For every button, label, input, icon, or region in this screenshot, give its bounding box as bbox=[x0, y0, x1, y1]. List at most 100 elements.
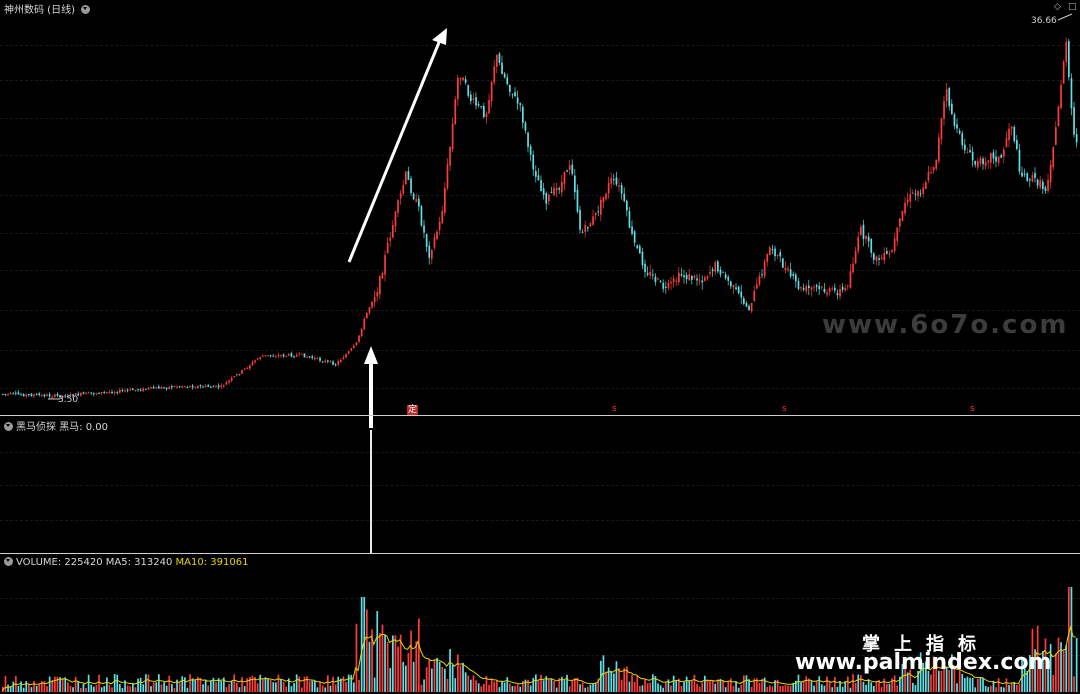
volume-bar bbox=[321, 685, 324, 692]
candle-body bbox=[602, 196, 605, 203]
volume-bar bbox=[327, 675, 329, 692]
candle-body bbox=[696, 278, 698, 281]
candle-body bbox=[649, 271, 652, 276]
chevron-down-icon[interactable] bbox=[4, 422, 13, 431]
grid-line bbox=[0, 195, 1080, 196]
main-chart-title[interactable]: 神州数码 (日线) bbox=[4, 1, 93, 16]
candle-body bbox=[142, 388, 145, 392]
volume-bar bbox=[334, 684, 337, 692]
volume-title[interactable]: VOLUME: 225420 MA5: 313240 MA10: 391061 bbox=[4, 557, 248, 568]
candle-body bbox=[704, 277, 706, 281]
candle-body bbox=[259, 357, 262, 360]
candle-body bbox=[925, 182, 927, 189]
candle-body bbox=[940, 118, 943, 140]
volume-bar bbox=[295, 674, 298, 692]
candle-body bbox=[789, 269, 792, 277]
candle-body bbox=[446, 164, 449, 189]
volume-bar bbox=[389, 668, 392, 692]
candle-body bbox=[737, 286, 740, 294]
diamond-icon[interactable]: ◇ bbox=[1054, 2, 1061, 12]
candle-body bbox=[38, 393, 41, 395]
volume-bar bbox=[158, 674, 160, 692]
candle-body bbox=[581, 231, 584, 233]
candle-body bbox=[392, 225, 394, 238]
volume-bar bbox=[984, 685, 987, 692]
chevron-down-icon[interactable] bbox=[4, 557, 13, 566]
square-icon[interactable]: □ bbox=[1068, 2, 1077, 12]
signal-mark: 定 bbox=[407, 405, 419, 415]
candle-body bbox=[264, 355, 267, 357]
candle-body bbox=[100, 392, 103, 394]
candle-body bbox=[810, 287, 813, 290]
volume-bar bbox=[834, 677, 836, 692]
volume-bar bbox=[425, 667, 428, 692]
candle-body bbox=[243, 368, 246, 370]
volume-bar bbox=[909, 669, 912, 692]
volume-bar bbox=[319, 681, 321, 692]
grid-line bbox=[0, 655, 1080, 656]
volume-bar bbox=[1023, 661, 1026, 692]
volume-bar bbox=[160, 684, 163, 692]
volume-bar bbox=[743, 675, 745, 692]
volume-bar bbox=[511, 686, 514, 692]
volume-bar bbox=[121, 687, 124, 692]
volume-bar bbox=[386, 642, 389, 692]
volume-bar bbox=[815, 681, 818, 692]
candle-body bbox=[150, 387, 152, 389]
candle-body bbox=[763, 261, 766, 277]
candle-body bbox=[376, 292, 379, 297]
candle-body bbox=[1021, 172, 1023, 177]
volume-bar bbox=[106, 677, 108, 692]
candle-body bbox=[711, 269, 714, 272]
volume-bar bbox=[576, 677, 579, 692]
candle-body bbox=[823, 288, 826, 293]
candle-body bbox=[7, 393, 9, 395]
volume-bar bbox=[407, 652, 410, 692]
volume-bar bbox=[111, 687, 113, 692]
chevron-down-icon[interactable] bbox=[81, 5, 91, 14]
volume-bar bbox=[113, 674, 116, 692]
candle-body bbox=[662, 282, 665, 289]
volume-bar bbox=[314, 680, 316, 692]
candle-body bbox=[334, 364, 337, 366]
candle-body bbox=[363, 318, 366, 330]
volume-bar bbox=[571, 680, 574, 692]
candle-body bbox=[467, 85, 470, 96]
volume-bar bbox=[740, 684, 743, 692]
candle-body bbox=[797, 280, 800, 289]
volume-bar bbox=[269, 680, 272, 692]
candle-body bbox=[256, 358, 259, 360]
candle-body bbox=[735, 287, 737, 290]
volume-bar bbox=[961, 674, 964, 692]
candle-body bbox=[727, 276, 730, 281]
indicator-title[interactable]: 黑马侦探 黑马: 0.00 bbox=[4, 418, 108, 433]
candle-body bbox=[524, 122, 527, 131]
volume-bar bbox=[223, 677, 225, 692]
volume-ma5: MA5: 313240 bbox=[105, 557, 173, 568]
grid-line bbox=[0, 155, 1080, 156]
volume-bar bbox=[987, 687, 990, 692]
candle-body bbox=[919, 193, 922, 195]
volume-bar bbox=[54, 676, 56, 692]
volume-bar bbox=[974, 687, 977, 692]
candle-body bbox=[631, 226, 633, 234]
candle-body bbox=[454, 99, 457, 125]
candle-body bbox=[186, 386, 189, 388]
candle-body bbox=[246, 367, 249, 369]
volume-bar bbox=[524, 679, 527, 692]
volume-bar bbox=[233, 674, 236, 692]
candle-body bbox=[1031, 175, 1034, 182]
candle-body bbox=[498, 53, 501, 63]
volume-bar bbox=[826, 676, 828, 692]
volume-bar bbox=[750, 686, 753, 692]
volume-bar bbox=[423, 679, 425, 692]
candle-body bbox=[620, 184, 623, 194]
volume-bar bbox=[566, 674, 568, 692]
candle-body bbox=[20, 394, 22, 396]
candle-body bbox=[438, 221, 441, 230]
volume-bar bbox=[665, 682, 667, 692]
volume-bar bbox=[199, 677, 202, 692]
volume-bar bbox=[805, 676, 808, 692]
volume-bar bbox=[329, 685, 332, 692]
